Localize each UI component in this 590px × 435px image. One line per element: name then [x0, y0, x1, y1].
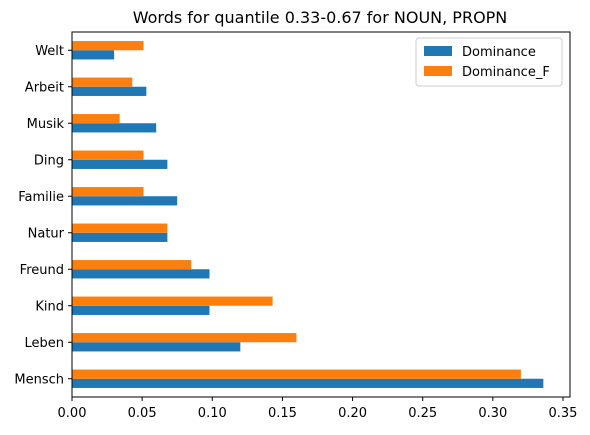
plot-frame: [71, 31, 571, 398]
x-tick-label: 0.25: [408, 406, 437, 421]
x-tick-label: 0.20: [338, 406, 367, 421]
bar-dominance_f-ding: [72, 150, 144, 160]
x-tick-label: 0.05: [128, 406, 157, 421]
x-tick-label: 0.10: [198, 406, 227, 421]
bar-dominance-leben: [72, 342, 241, 352]
y-tick-label-natur: Natur: [28, 226, 65, 241]
bar-dominance_f-musik: [72, 114, 120, 124]
y-tick-label-arbeit: Arbeit: [25, 80, 64, 95]
bar-dominance-natur: [72, 232, 168, 242]
x-tick-label: 0.35: [549, 406, 578, 421]
bar-dominance_f-leben: [72, 333, 297, 343]
x-axis: 0.00 0.05 0.10 0.15 0.20 0.25 0.30 0.35: [58, 397, 578, 421]
y-tick-label-familie: Familie: [18, 190, 64, 205]
y-tick-label-leben: Leben: [24, 336, 64, 351]
legend-swatch-dominance: [424, 46, 452, 56]
bar-dominance_f-arbeit: [72, 77, 133, 87]
legend-label-dominance: Dominance: [462, 45, 536, 60]
y-axis: Mensch Leben Kind Freund Natur Familie Ding Mus…: [14, 44, 72, 387]
y-tick-label-musik: Musik: [27, 117, 65, 132]
bar-dominance-mensch: [72, 378, 544, 388]
legend-box: [415, 37, 563, 87]
bar-dominance_f-familie: [72, 187, 144, 197]
y-tick-label-mensch: Mensch: [14, 372, 64, 387]
bar-dominance_f-kind: [72, 296, 273, 306]
bars-group: [72, 41, 544, 388]
bar-dominance_f-mensch: [72, 369, 521, 379]
bar-dominance-freund: [72, 269, 210, 279]
y-tick-label-freund: Freund: [20, 263, 64, 278]
bar-dominance-musik: [72, 123, 157, 133]
bar-dominance-familie: [72, 196, 178, 206]
bar-dominance_f-natur: [72, 223, 168, 233]
y-tick-label-kind: Kind: [35, 299, 64, 314]
y-tick-label-welt: Welt: [35, 44, 64, 59]
bar-dominance-welt: [72, 50, 115, 60]
legend-label-dominance_f: Dominance_F: [462, 65, 550, 80]
y-tick-label-ding: Ding: [34, 153, 64, 168]
legend-swatch-dominance_f: [424, 66, 452, 76]
x-tick-label: 0.30: [478, 406, 507, 421]
legend: Dominance Dominance_F: [415, 37, 563, 87]
bar-dominance-ding: [72, 159, 168, 169]
chart-title: Words for quantile 0.33-0.67 for NOUN, P…: [133, 8, 508, 27]
bar-dominance_f-freund: [72, 260, 192, 270]
bar-dominance_f-welt: [72, 41, 144, 51]
bar-dominance-kind: [72, 305, 210, 315]
bar-dominance-arbeit: [72, 86, 147, 96]
x-tick-label: 0.00: [58, 406, 87, 421]
x-tick-label: 0.15: [268, 406, 297, 421]
